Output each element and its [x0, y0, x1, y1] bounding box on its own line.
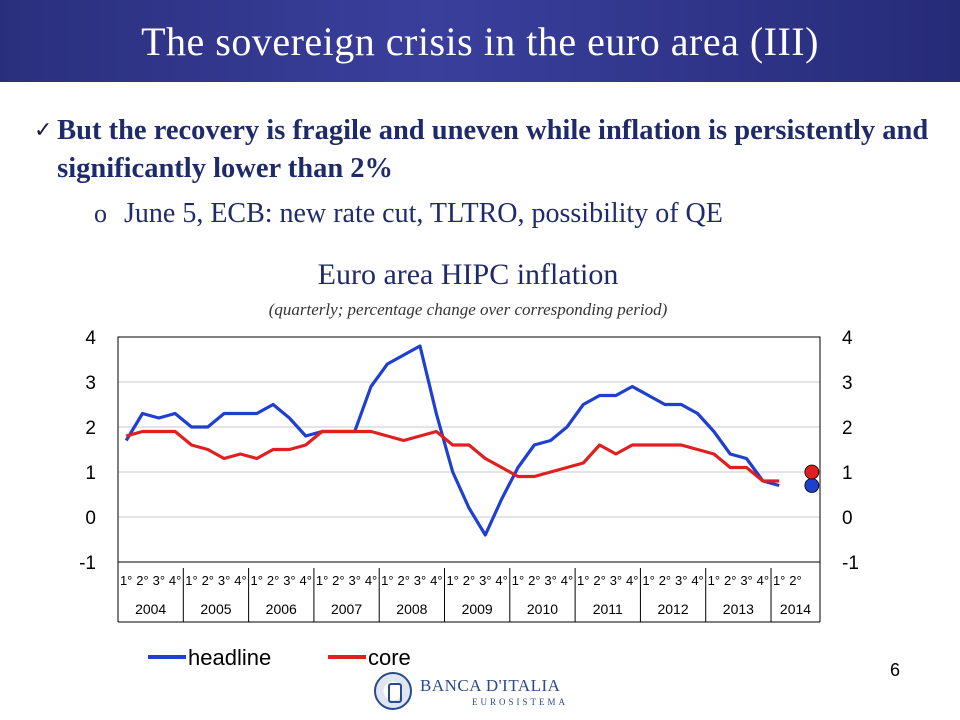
- year-label: 2010: [527, 601, 558, 617]
- year-label: 2013: [723, 601, 754, 617]
- quarter-tick-label: 3°: [610, 573, 622, 588]
- year-label: 2009: [462, 601, 493, 617]
- quarter-tick-label: 4°: [430, 573, 442, 588]
- quarter-tick-label: 4°: [234, 573, 246, 588]
- year-label: 2005: [200, 601, 231, 617]
- year-label: 2011: [593, 601, 623, 617]
- year-label: 2014: [780, 601, 811, 617]
- quarter-tick-label: 2°: [332, 573, 344, 588]
- bullet-item: ✓ But the recovery is fragile and uneven…: [34, 112, 934, 188]
- quarter-tick-label: 3°: [544, 573, 556, 588]
- legend-label-core: core: [368, 645, 411, 670]
- quarter-tick-label: 3°: [349, 573, 361, 588]
- y-tick-label-left: -1: [79, 553, 96, 574]
- quarter-tick-label: 4°: [365, 573, 377, 588]
- quarter-tick-label: 2°: [593, 573, 605, 588]
- series-line-core: [125, 429, 780, 483]
- y-tick-label-left: 4: [85, 328, 96, 349]
- quarter-tick-label: 4°: [169, 573, 181, 588]
- bullet-text: But the recovery is fragile and uneven w…: [57, 115, 929, 184]
- bank-logo: BANCA D'ITALIA EUROSISTEMA: [374, 672, 568, 710]
- y-tick-label-right: 3: [842, 373, 853, 394]
- page-number: 6: [890, 660, 901, 680]
- quarter-tick-label: 3°: [740, 573, 752, 588]
- sub-bullet-item: o June 5, ECB: new rate cut, TLTRO, poss…: [94, 198, 723, 230]
- quarter-tick-label: 2°: [789, 573, 801, 588]
- y-tick-label-left: 3: [85, 373, 96, 394]
- quarter-tick-label: 1°: [316, 573, 328, 588]
- quarter-tick-label: 2°: [267, 573, 279, 588]
- logo-seal-icon: [374, 672, 412, 710]
- series-marker-core: [804, 464, 820, 480]
- y-tick-label-right: 1: [842, 463, 853, 484]
- quarter-tick-label: 1°: [708, 573, 720, 588]
- quarter-tick-label: 2°: [136, 573, 148, 588]
- quarter-tick-label: 1°: [512, 573, 524, 588]
- logo-subtitle: EUROSISTEMA: [472, 696, 569, 707]
- series-marker-headline: [804, 478, 820, 493]
- quarter-tick-label: 3°: [414, 573, 426, 588]
- year-label: 2008: [396, 601, 427, 617]
- y-tick-label-right: 0: [842, 508, 853, 529]
- quarter-tick-label: 1°: [642, 573, 654, 588]
- title-bar: The sovereign crisis in the euro area (I…: [0, 0, 960, 82]
- quarter-tick-label: 2°: [528, 573, 540, 588]
- slide-title: The sovereign crisis in the euro area (I…: [141, 18, 819, 64]
- quarter-tick-label: 2°: [724, 573, 736, 588]
- quarter-tick-label: 4°: [626, 573, 638, 588]
- quarter-tick-label: 4°: [300, 573, 312, 588]
- quarter-tick-label: 3°: [218, 573, 230, 588]
- sub-bullet-marker: o: [94, 199, 107, 228]
- y-tick-label-left: 1: [85, 463, 96, 484]
- quarter-tick-label: 3°: [283, 573, 295, 588]
- y-tick-label-right: -1: [842, 553, 859, 574]
- quarter-tick-label: 4°: [757, 573, 769, 588]
- year-label: 2007: [331, 601, 362, 617]
- quarter-tick-label: 4°: [495, 573, 507, 588]
- y-tick-label-right: 4: [842, 328, 853, 349]
- year-label: 2006: [266, 601, 297, 617]
- legend-label-headline: headline: [188, 645, 271, 670]
- quarter-tick-label: 1°: [251, 573, 263, 588]
- series-line-headline: [124, 344, 780, 537]
- year-label: 2004: [135, 601, 166, 617]
- y-tick-label-left: 0: [85, 508, 96, 529]
- quarter-tick-label: 1°: [773, 573, 785, 588]
- quarter-tick-label: 1°: [120, 573, 132, 588]
- quarter-tick-label: 2°: [202, 573, 214, 588]
- year-label: 2012: [657, 601, 688, 617]
- quarter-tick-label: 1°: [185, 573, 197, 588]
- logo-name: BANCA D'ITALIA: [420, 675, 561, 695]
- quarter-tick-label: 3°: [479, 573, 491, 588]
- quarter-tick-label: 1°: [577, 573, 589, 588]
- sub-bullet-text: June 5, ECB: new rate cut, TLTRO, possib…: [124, 198, 723, 229]
- quarter-tick-label: 4°: [561, 573, 573, 588]
- y-tick-label-right: 2: [842, 418, 853, 439]
- quarter-tick-label: 2°: [463, 573, 475, 588]
- checkmark-icon: ✓: [34, 118, 53, 143]
- quarter-tick-label: 1°: [381, 573, 393, 588]
- plot-frame: [117, 336, 821, 563]
- quarter-tick-label: 1°: [446, 573, 458, 588]
- quarter-tick-label: 2°: [397, 573, 409, 588]
- y-tick-label-left: 2: [85, 418, 96, 439]
- chart-title: Euro area HIPC inflation: [317, 258, 619, 291]
- quarter-tick-label: 4°: [691, 573, 703, 588]
- chart-subtitle: (quarterly; percentage change over corre…: [268, 300, 668, 319]
- quarter-tick-label: 3°: [153, 573, 165, 588]
- quarter-tick-label: 3°: [675, 573, 687, 588]
- quarter-tick-label: 2°: [659, 573, 671, 588]
